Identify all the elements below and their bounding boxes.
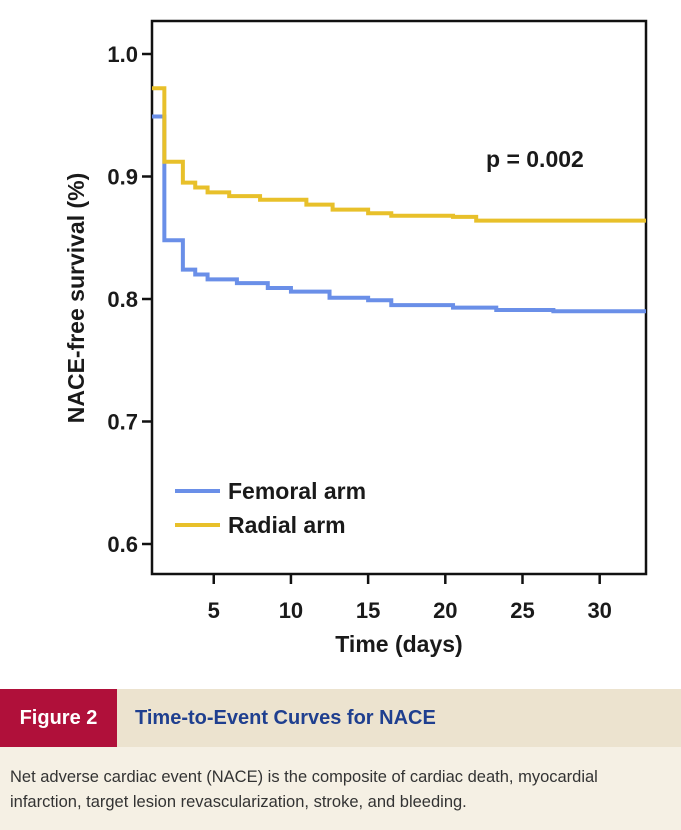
y-tick-label: 0.8	[107, 287, 138, 312]
survival-chart: 0.60.70.80.91.0 5 10 15 20 25 30 Time (days) …	[63, 19, 648, 657]
x-tick-label: 30	[587, 598, 611, 623]
x-tick-label: 5	[208, 598, 220, 623]
figure-header-bar: Figure 2 Time-to-Event Curves for NACE	[0, 689, 681, 747]
x-axis-title: Time (days)	[335, 631, 462, 657]
figure-caption: Net adverse cardiac event (NACE) is the …	[0, 747, 681, 830]
figure-label: Figure 2	[0, 689, 117, 747]
femoral-arm-curve	[152, 114, 646, 314]
x-axis-ticks: 5 10 15 20 25 30	[208, 574, 612, 623]
legend: Femoral arm Radial arm	[175, 478, 366, 538]
radial-arm-curve	[152, 86, 646, 223]
survival-curves	[152, 86, 646, 314]
legend-label-radial: Radial arm	[228, 512, 346, 538]
y-tick-label: 1.0	[107, 42, 138, 67]
x-tick-label: 20	[433, 598, 457, 623]
p-value-annotation: p = 0.002	[486, 146, 584, 172]
x-tick-label: 25	[510, 598, 534, 623]
figure-title: Time-to-Event Curves for NACE	[135, 706, 436, 729]
y-axis-title: NACE-free survival (%)	[63, 173, 89, 424]
plot-frame	[150, 19, 648, 576]
y-tick-label: 0.6	[107, 532, 138, 557]
y-tick-label: 0.7	[107, 410, 138, 435]
y-axis-ticks: 0.6 0.7 0.8 0.9 1.0	[107, 42, 152, 557]
y-tick-label: 0.9	[107, 165, 138, 190]
x-tick-label: 10	[279, 598, 303, 623]
x-tick-label: 15	[356, 598, 380, 623]
legend-label-femoral: Femoral arm	[228, 478, 366, 504]
